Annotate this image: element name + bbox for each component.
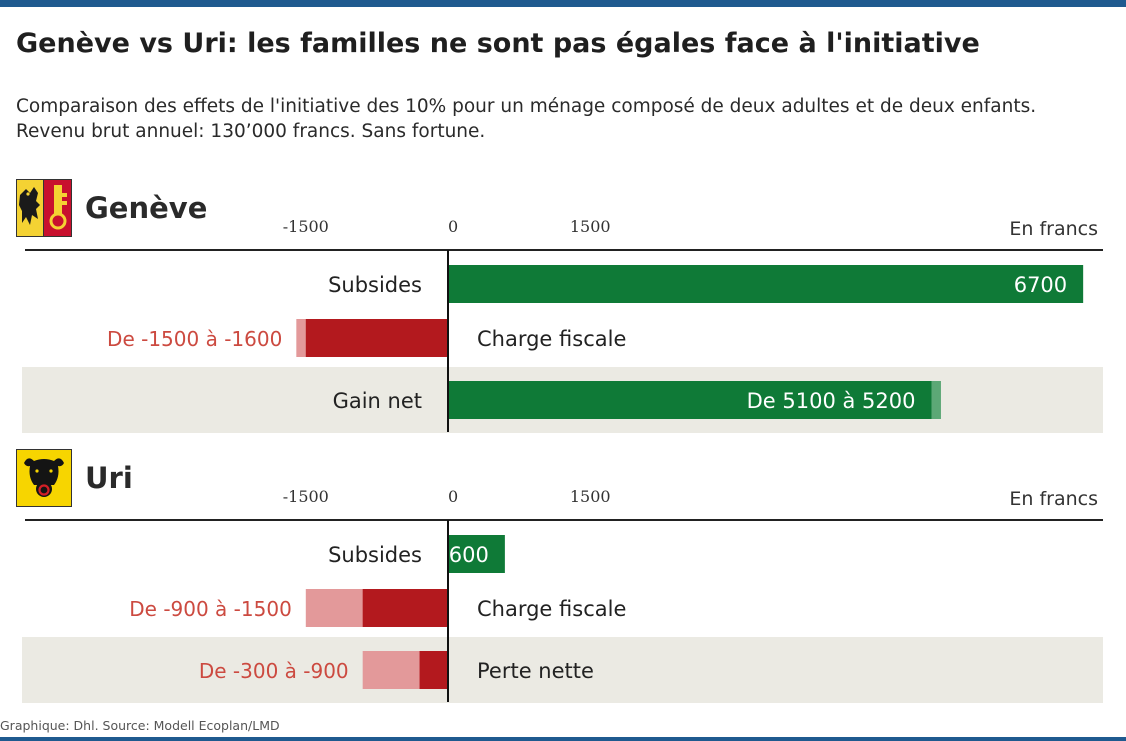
panel-title-uri: Uri bbox=[85, 461, 133, 495]
geneve-unit-label: En francs bbox=[1009, 218, 1098, 240]
uri-charge-fiscale-value-label: De -900 à -1500 bbox=[129, 597, 292, 621]
geneve-tick-label: -1500 bbox=[283, 217, 329, 236]
panel-title-geneve: Genève bbox=[85, 191, 208, 225]
geneve-charge-fiscale-value-label: De -1500 à -1600 bbox=[107, 327, 282, 351]
uri-perte-nette-value-label: De -300 à -900 bbox=[199, 659, 349, 683]
uri-charge-fiscale-bar bbox=[362, 589, 448, 627]
uri-row-band-2 bbox=[22, 637, 1103, 703]
geneve-charge-fiscale-bar bbox=[305, 319, 448, 357]
uri-subsides-category-label: Subsides bbox=[328, 543, 422, 567]
bottom-accent-bar bbox=[0, 737, 1126, 741]
uri-subsides-bar bbox=[448, 535, 505, 573]
uri-perte-nette-bar bbox=[419, 651, 448, 689]
uri-bar-chart: -1500 0 1500 En francs 600 Subsides De -900 à … bbox=[22, 487, 1103, 703]
uri-flag-icon bbox=[16, 449, 72, 507]
geneve-bar-chart: -1500 0 1500 En francs 6700 Subsides De -1500 … bbox=[22, 217, 1103, 433]
uri-perte-nette-category-label: Perte nette bbox=[477, 659, 594, 683]
chart-subtitle: Comparaison des effets de l'initiative d… bbox=[16, 94, 1116, 144]
uri-unit-label: En francs bbox=[1009, 488, 1098, 510]
subtitle-line-2: Revenu brut annuel: 130’000 francs. Sans… bbox=[16, 121, 486, 142]
geneve-panel: Genève -1500 0 1500 En francs 6700 Subsides De… bbox=[0, 177, 1126, 437]
geneve-gain-net-bar bbox=[448, 381, 932, 419]
top-accent-bar bbox=[0, 0, 1126, 7]
uri-charge-fiscale-category-label: Charge fiscale bbox=[477, 597, 626, 621]
geneve-gain-net-category-label: Gain net bbox=[333, 389, 422, 413]
source-note: Graphique: Dhl. Source: Modell Ecoplan/L… bbox=[0, 718, 280, 733]
geneva-flag-icon bbox=[16, 179, 72, 237]
geneve-subsides-value-label: 6700 bbox=[1014, 273, 1067, 297]
uri-tick-label: -1500 bbox=[283, 487, 329, 506]
uri-subsides-value-label: 600 bbox=[449, 543, 489, 567]
uri-tick-label: 1500 bbox=[570, 487, 611, 506]
geneve-tick-label: 1500 bbox=[570, 217, 611, 236]
geneve-charge-fiscale-category-label: Charge fiscale bbox=[477, 327, 626, 351]
chart-title: Genève vs Uri: les familles ne sont pas … bbox=[16, 28, 980, 59]
uri-panel: Uri -1500 0 1500 En francs 600 Subsides De -90… bbox=[0, 447, 1126, 707]
geneve-tick-label: 0 bbox=[448, 217, 458, 236]
subtitle-line-1: Comparaison des effets de l'initiative d… bbox=[16, 96, 1037, 117]
geneve-gain-net-value-label: De 5100 à 5200 bbox=[747, 389, 916, 413]
uri-tick-label: 0 bbox=[448, 487, 458, 506]
geneve-subsides-category-label: Subsides bbox=[328, 273, 422, 297]
geneve-subsides-bar bbox=[448, 265, 1084, 303]
